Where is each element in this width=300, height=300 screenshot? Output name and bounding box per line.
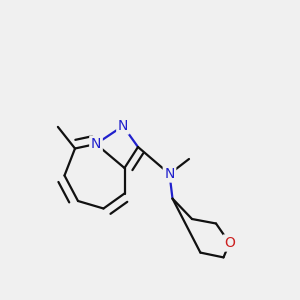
Text: O: O [224, 236, 235, 250]
Text: N: N [164, 167, 175, 181]
Text: N: N [91, 137, 101, 151]
Text: N: N [118, 119, 128, 133]
